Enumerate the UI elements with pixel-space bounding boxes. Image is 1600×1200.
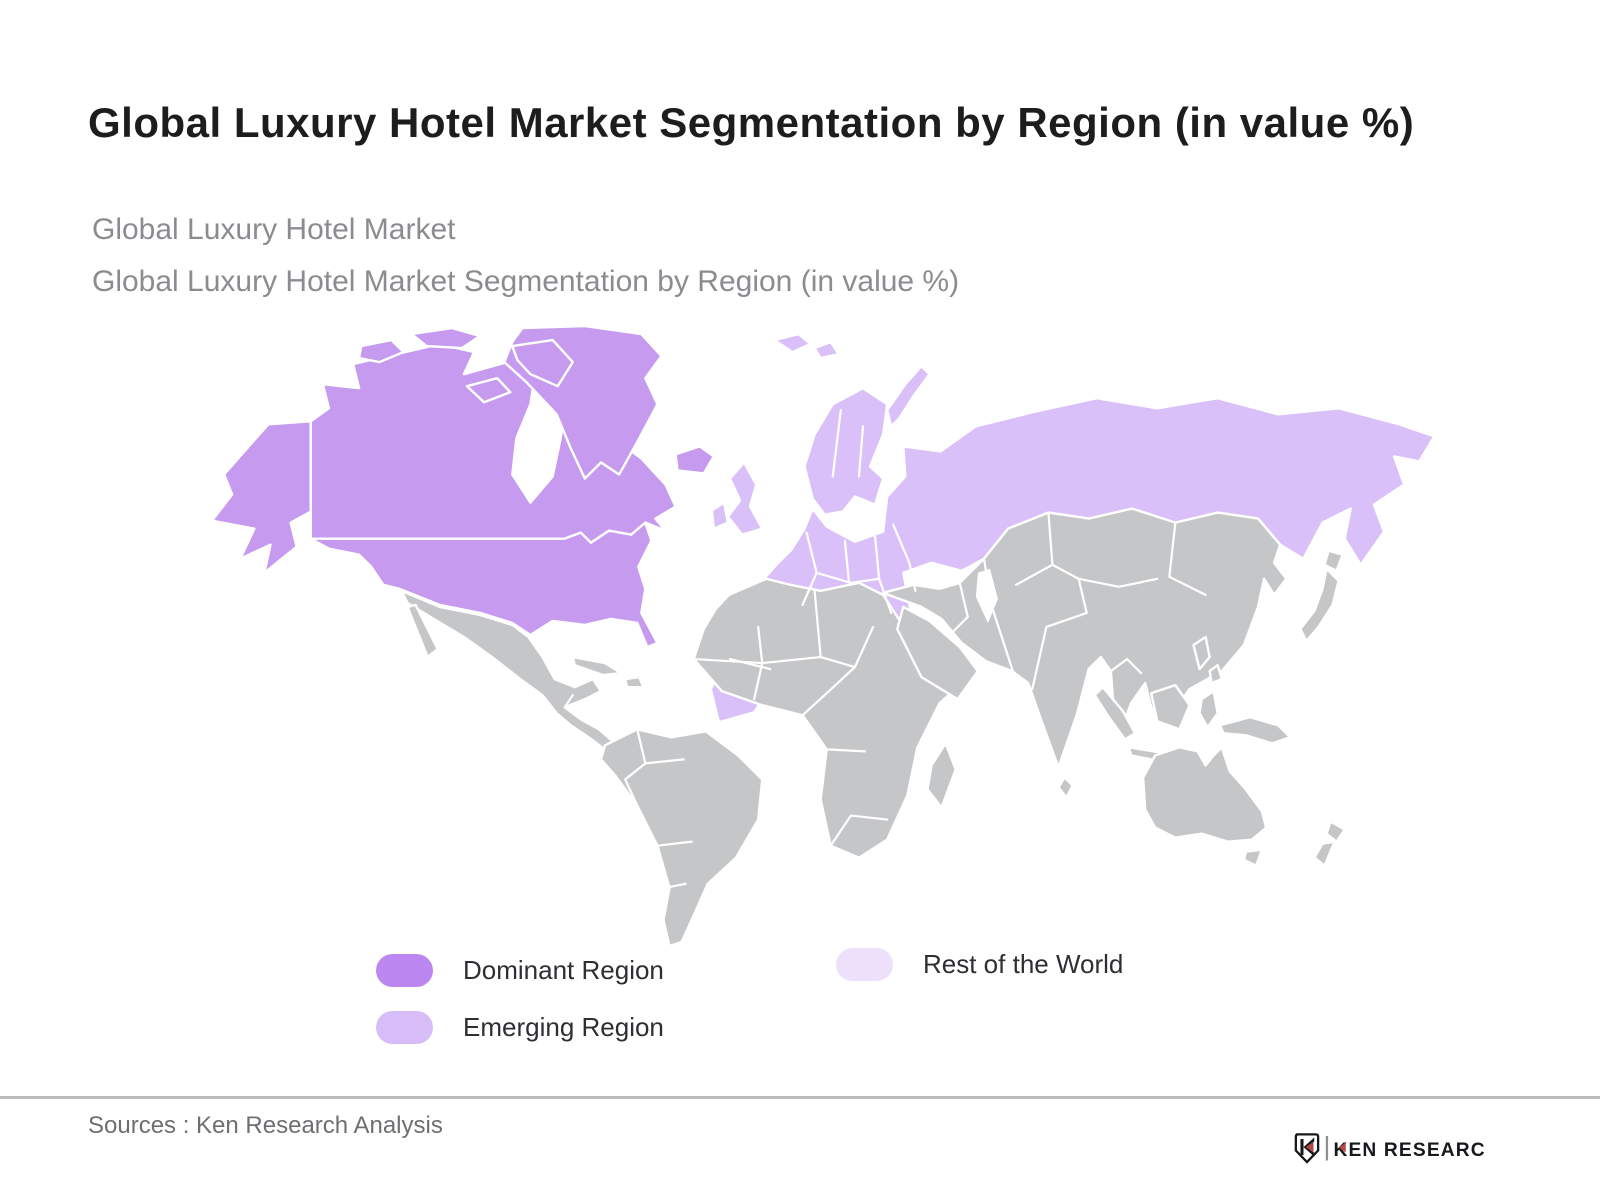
map-new-zealand [1325,820,1346,843]
map-novaya-zemlya [885,364,931,428]
legend-label-rest-of-world: Rest of the World [923,949,1124,979]
map-svalbard [773,332,812,354]
map-sri-lanka [1057,776,1074,799]
map-svalbard [813,340,841,360]
legend-label-emerging: Emerging Region [463,1012,664,1042]
map-alaska [210,420,312,574]
map-united-kingdom [726,461,764,536]
subtitle-line-1: Global Luxury Hotel Market [92,213,456,246]
map-madagascar [926,742,957,809]
legend-item-emerging-region: Emerging Region [376,1011,664,1044]
ken-research-logo: KEN RESEARCH [1292,1128,1484,1170]
map-ireland [710,501,730,530]
ken-research-wordmark: KEN RESEARCH [1333,1140,1484,1161]
map-arctic-island [511,338,574,388]
map-scandinavia [803,386,889,516]
map-philippines [1192,635,1211,671]
map-philippines [1208,663,1223,685]
map-cuba [571,655,623,677]
map-arabia [896,605,980,701]
map-country-borders [563,409,1207,889]
map-hispaniola [623,675,645,689]
legend-swatch-emerging [376,1011,433,1044]
map-baja-california [406,603,439,659]
map-usa [309,521,659,649]
logo-k-accent [1338,1142,1346,1153]
legend-item-dominant-region: Dominant Region [376,954,664,987]
map-region-dominant [210,326,716,649]
legend-swatch-dominant [376,954,433,987]
map-australia [1141,746,1268,843]
legend-label-dominant: Dominant Region [463,955,664,985]
map-japan [1299,567,1340,643]
map-new-zealand [1313,840,1336,867]
map-sumatra [1093,685,1137,741]
map-arctic-island [465,376,512,404]
logo-divider [1325,1135,1329,1161]
map-iceland [674,445,716,475]
world-map [210,326,1520,948]
legend-item-rest-of-world: Rest of the World [836,948,1123,981]
map-south-america [599,728,764,948]
map-tasmania [1242,848,1264,867]
map-new-guinea [1218,716,1292,745]
footer-divider [0,1096,1600,1099]
map-japan [1323,549,1344,572]
ken-research-shield-icon [1294,1133,1320,1164]
map-arctic-island [410,326,482,350]
sources-text: Sources : Ken Research Analysis [88,1112,443,1139]
page-title: Global Luxury Hotel Market Segmentation … [88,99,1415,147]
map-arctic-island [357,338,405,364]
map-mexico-central-america [400,589,617,753]
legend-swatch-rest-of-world [836,948,893,981]
subtitle-line-2: Global Luxury Hotel Market Segmentation … [92,265,960,298]
map-sulawesi [1198,689,1219,729]
map-borneo [1149,683,1191,731]
